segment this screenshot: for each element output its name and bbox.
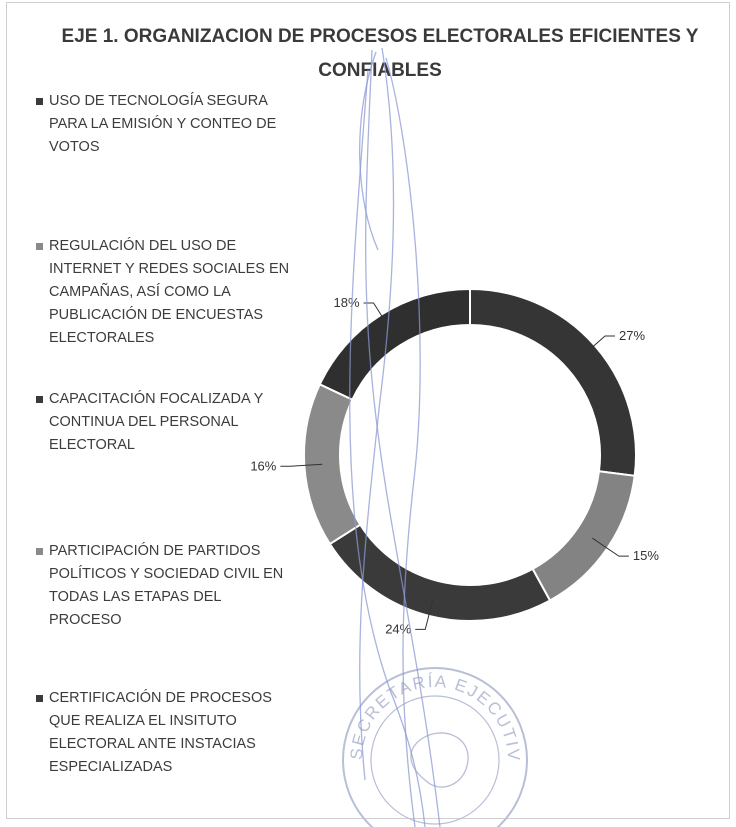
legend-item: REGULACIÓN DEL USO DE INTERNET Y REDES S…	[36, 235, 296, 350]
legend-label: REGULACIÓN DEL USO DE INTERNET Y REDES S…	[49, 238, 290, 346]
scribble-stroke	[359, 51, 379, 251]
leader-line	[415, 598, 434, 630]
secretaria-ejecutiva-stamp: SECRETARÍA EJECUTIVA	[0, 0, 528, 827]
legend-swatch	[36, 243, 43, 250]
leader-line	[280, 463, 323, 467]
chart-title: EJE 1. ORGANIZACION DE PROCESOS ELECTORA…	[61, 26, 699, 81]
scribble-stroke	[365, 49, 441, 827]
percent-label: 16%	[250, 458, 276, 473]
legend-label: PARTICIPACIÓN DE PARTIDOS POLÍTICOS Y SO…	[49, 543, 284, 628]
legend-label: CAPACITACIÓN FOCALIZADA Y CONTINUA DEL P…	[49, 391, 264, 453]
percent-label: 18%	[334, 295, 360, 310]
chart-frame	[6, 2, 730, 819]
donut-slice	[469, 287, 637, 477]
legend-item: CAPACITACIÓN FOCALIZADA Y CONTINUA DEL P…	[36, 388, 296, 457]
scribble-stroke	[349, 69, 426, 827]
donut-slice	[531, 470, 636, 602]
legend-swatch	[36, 548, 43, 555]
donut-slice	[318, 287, 471, 401]
donut-slices	[303, 287, 637, 622]
stamp-inner-ring	[370, 695, 500, 825]
leader-line	[580, 335, 616, 358]
legend-label: USO DE TECNOLOGÍA SEGURA PARA LA EMISIÓN…	[49, 93, 277, 155]
legend-item: USO DE TECNOLOGÍA SEGURA PARA LA EMISIÓN…	[36, 90, 296, 159]
donut-labels: 27% 15% 24% 16% 18%	[250, 295, 659, 636]
legend-item: CERTIFICACIÓN DE PROCESOS QUE REALIZA EL…	[36, 687, 296, 779]
stamp-emblem	[410, 732, 469, 788]
legend-swatch	[36, 396, 43, 403]
pen-scribble	[349, 47, 441, 827]
percent-label: 15%	[633, 548, 659, 563]
stamp-text: SECRETARÍA EJECUTIVA	[0, 0, 521, 762]
stamp-ring	[342, 667, 528, 827]
scribble-stroke	[359, 47, 395, 781]
legend-swatch	[36, 695, 43, 702]
percent-label: 27%	[619, 328, 645, 343]
scribble-stroke	[385, 57, 421, 827]
leader-line	[592, 537, 629, 557]
legend-swatch	[36, 98, 43, 105]
legend-item: PARTICIPACIÓN DE PARTIDOS POLÍTICOS Y SO…	[36, 540, 296, 632]
legend-label: CERTIFICACIÓN DE PROCESOS QUE REALIZA EL…	[49, 690, 272, 775]
percent-label: 24%	[385, 621, 411, 636]
